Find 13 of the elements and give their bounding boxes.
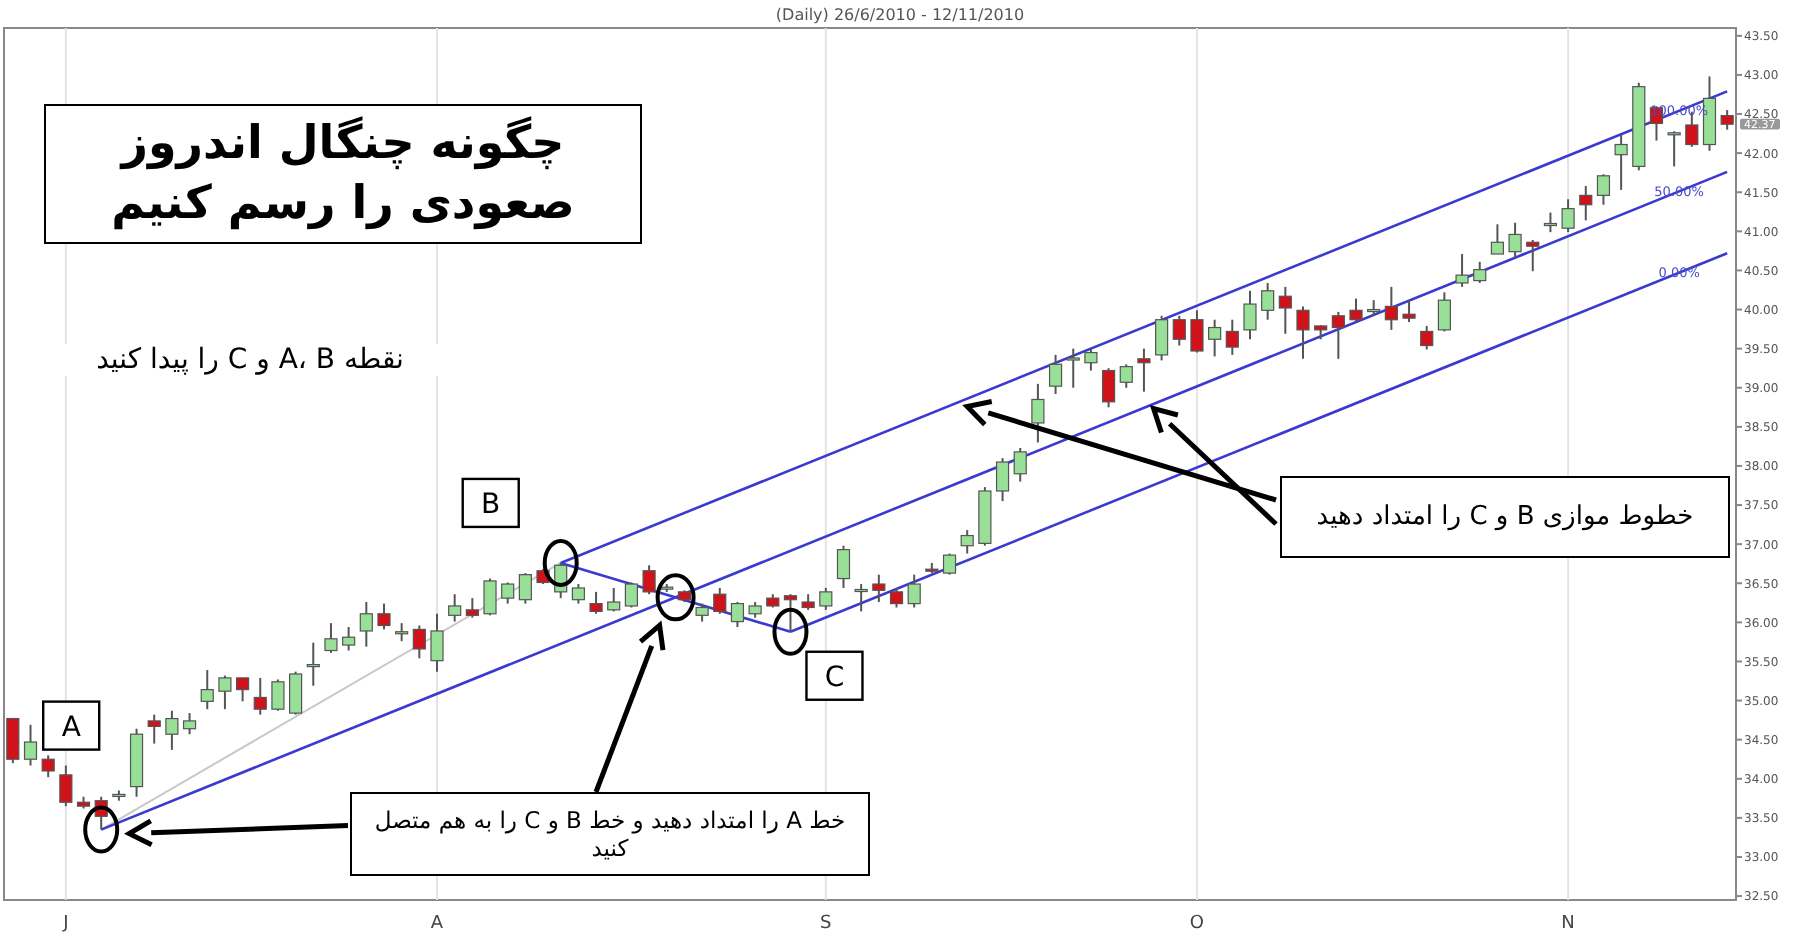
text: چگونه چنگال اندروز صعودی را رسم کنیم <box>44 104 642 244</box>
x-tick-label: S <box>820 914 833 934</box>
x-tick-label: J <box>61 914 69 934</box>
chart-subtitle: (Daily) 26/6/2010 - 12/11/2010 <box>775 6 1025 24</box>
annotation: خط A را امتداد دهید و خط B و C را به هم متصل کنید <box>350 792 870 876</box>
annotation: خطوط موازی B و C را امتداد دهید <box>1280 476 1730 558</box>
annotation: A <box>61 711 82 744</box>
x-tick-label: N <box>1561 914 1575 934</box>
annotation: نقطه A، B و C را پیدا کنید <box>60 344 440 376</box>
annotation: B <box>481 488 501 521</box>
annotation: C <box>824 661 845 694</box>
x-tick-label: O <box>1189 914 1205 934</box>
x-tick-label: A <box>430 914 445 934</box>
